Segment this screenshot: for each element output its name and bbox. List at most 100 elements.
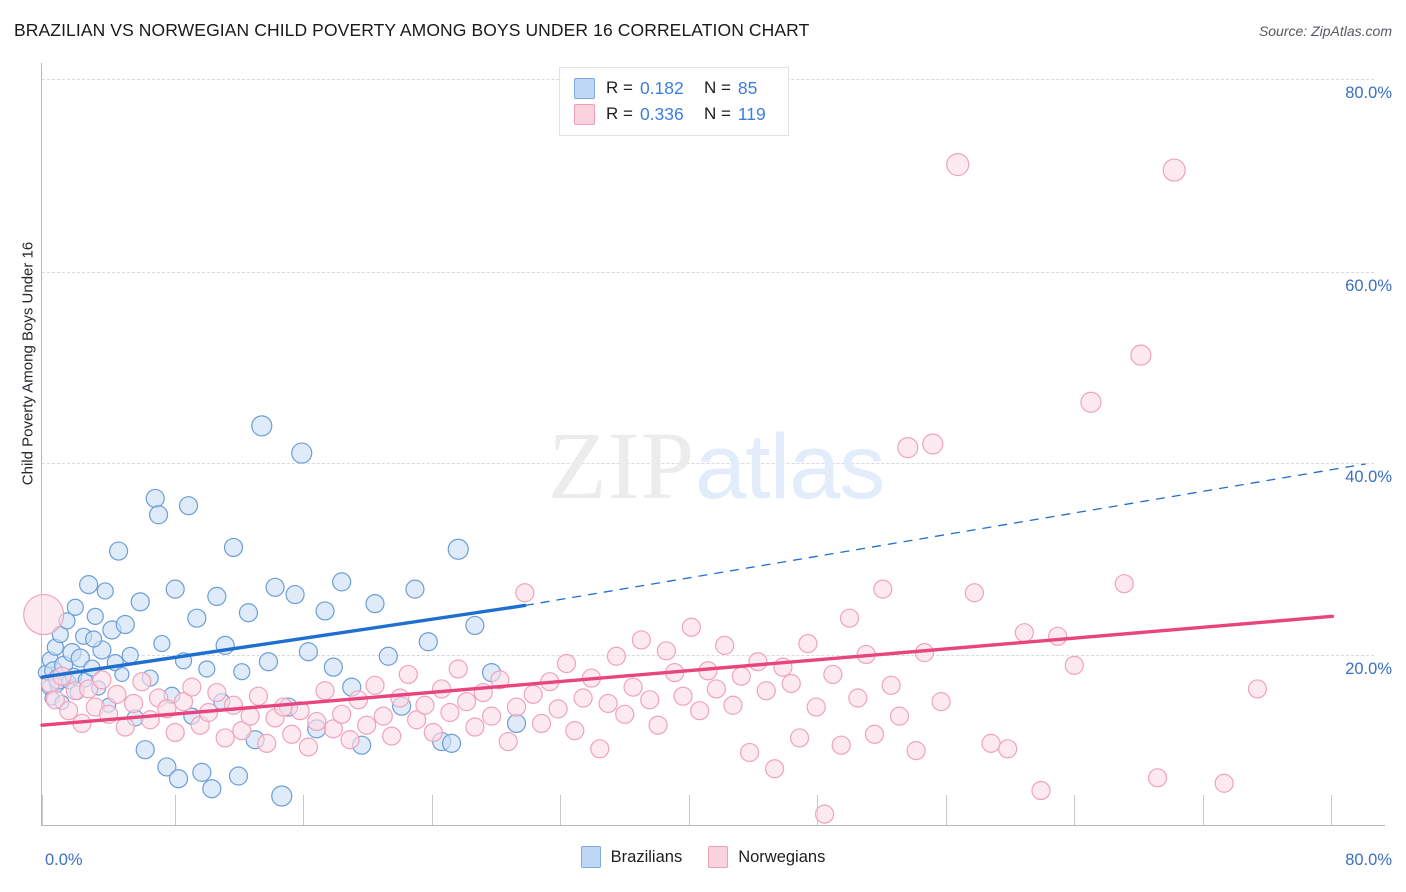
- x-tick-7: [946, 795, 947, 825]
- data-point: [340, 730, 360, 750]
- data-point: [382, 726, 402, 746]
- data-point: [130, 592, 150, 612]
- data-point: [257, 733, 277, 753]
- gridline-40: [42, 463, 1374, 464]
- y-tick-label-80: 80.0%: [1345, 84, 1392, 102]
- data-point: [271, 785, 293, 807]
- data-point: [157, 757, 177, 777]
- data-point: [70, 648, 90, 668]
- y-tick-label-60: 60.0%: [1345, 277, 1392, 295]
- data-point: [598, 693, 618, 714]
- data-point: [207, 586, 227, 607]
- data-point: [258, 652, 279, 672]
- data-point: [298, 642, 318, 662]
- data-point: [706, 679, 726, 699]
- data-point: [108, 541, 129, 561]
- data-point: [498, 731, 518, 752]
- data-point: [573, 688, 593, 708]
- data-point: [233, 663, 251, 681]
- x-tick-10: [1331, 795, 1332, 825]
- y-tick-label-20: 20.0%: [1345, 660, 1392, 678]
- data-point: [531, 713, 552, 734]
- data-point: [23, 593, 65, 636]
- data-point: [931, 692, 951, 712]
- data-point: [1214, 773, 1234, 793]
- data-point: [798, 633, 818, 654]
- data-point: [298, 737, 318, 757]
- data-point: [1114, 574, 1134, 594]
- stats-r-key-norwegians: R =: [606, 104, 633, 123]
- data-point: [440, 702, 460, 723]
- data-point: [465, 615, 485, 636]
- data-point: [548, 699, 568, 719]
- data-point: [398, 664, 418, 685]
- data-point: [623, 677, 643, 697]
- gridline-20: [42, 655, 1374, 656]
- data-point: [690, 701, 710, 721]
- data-point: [456, 692, 477, 712]
- data-point: [248, 686, 269, 706]
- data-point: [123, 693, 144, 714]
- data-point: [864, 724, 885, 744]
- data-point: [1031, 780, 1051, 801]
- data-point: [135, 740, 155, 760]
- legend-swatch-brazilians-icon: [574, 77, 595, 99]
- series-legend: Brazilians Norwegians: [0, 846, 1406, 868]
- data-point: [1064, 655, 1084, 675]
- data-point: [290, 701, 310, 721]
- data-point: [723, 695, 743, 715]
- data-point: [373, 706, 393, 726]
- data-point: [291, 442, 313, 464]
- data-point: [207, 682, 227, 703]
- legend-item-norwegians[interactable]: Norwegians: [708, 846, 825, 868]
- y-axis-line: [41, 63, 42, 826]
- legend-marker-norwegians-icon: [708, 846, 729, 868]
- data-point: [681, 617, 701, 637]
- x-tick-5: [689, 795, 690, 825]
- data-point: [114, 666, 130, 683]
- data-point: [590, 739, 610, 759]
- data-point: [506, 697, 527, 717]
- data-point: [66, 598, 84, 616]
- data-point: [740, 742, 760, 763]
- data-point: [789, 728, 810, 748]
- data-point: [251, 415, 273, 437]
- data-point: [107, 684, 127, 704]
- legend-item-brazilians[interactable]: Brazilians: [580, 846, 682, 868]
- data-point: [378, 646, 398, 666]
- x-tick-8: [1074, 795, 1075, 825]
- data-point: [906, 741, 926, 761]
- data-point: [447, 538, 469, 560]
- x-tick-0: [42, 795, 43, 825]
- data-point: [756, 681, 776, 701]
- data-point: [481, 706, 502, 726]
- data-point: [441, 733, 462, 753]
- data-point: [182, 677, 202, 697]
- data-point: [165, 722, 185, 743]
- data-point: [556, 653, 577, 674]
- data-point: [873, 579, 893, 599]
- data-point: [1080, 391, 1102, 413]
- data-point: [889, 706, 910, 726]
- data-point: [178, 496, 199, 516]
- data-point: [648, 715, 668, 735]
- stats-row-norwegians: R = 0.336 N = 119: [574, 101, 772, 127]
- data-point: [897, 437, 919, 459]
- data-point: [215, 728, 235, 748]
- data-point: [59, 701, 79, 721]
- x-tick-label-min: 0.0%: [45, 851, 83, 869]
- data-point: [115, 614, 135, 635]
- data-point: [202, 779, 222, 799]
- data-point: [1130, 344, 1152, 366]
- data-point: [1247, 679, 1268, 699]
- data-point: [831, 735, 851, 755]
- stats-n-value-norwegians: 119: [737, 103, 766, 124]
- y-tick-label-40: 40.0%: [1345, 468, 1392, 486]
- x-tick-2: [303, 795, 304, 825]
- data-point: [814, 804, 835, 824]
- x-tick-label-max: 80.0%: [1345, 851, 1392, 869]
- data-point: [192, 762, 212, 782]
- x-tick-9: [1203, 795, 1204, 825]
